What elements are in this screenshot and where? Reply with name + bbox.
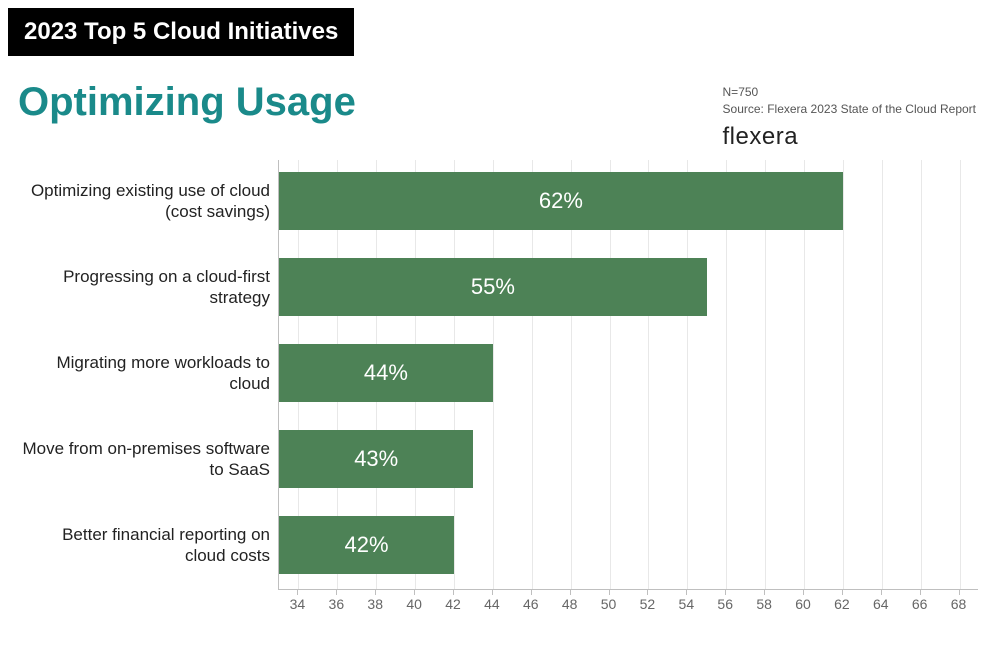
x-tick-label: 46	[523, 596, 539, 612]
bar: 44%	[279, 344, 493, 402]
x-tick-mark	[336, 590, 337, 595]
bar-value-label: 42%	[344, 532, 388, 558]
bar-row: 62%	[279, 172, 978, 230]
x-tick-label: 36	[329, 596, 345, 612]
x-tick-label: 60	[795, 596, 811, 612]
x-tick-label: 42	[445, 596, 461, 612]
bar-row: 42%	[279, 516, 978, 574]
chart-meta: N=750 Source: Flexera 2023 State of the …	[723, 84, 976, 153]
label-row: Migrating more workloads to cloud	[18, 344, 278, 402]
x-tick-mark	[647, 590, 648, 595]
label-row: Progressing on a cloud-first strategy	[18, 258, 278, 316]
x-axis: 34 36 38 40 42 44 46 48 50 52 54 56 58 60 62 64 66 68	[278, 590, 978, 620]
category-label: Better financial reporting on cloud cost…	[20, 524, 270, 567]
x-tick-label: 54	[679, 596, 695, 612]
x-tick-label: 38	[367, 596, 383, 612]
x-tick-label: 56	[717, 596, 733, 612]
page-title: 2023 Top 5 Cloud Initiatives	[24, 18, 338, 45]
x-tick-mark	[686, 590, 687, 595]
x-tick-mark	[375, 590, 376, 595]
bar-value-label: 44%	[364, 360, 408, 386]
label-row: Move from on-premises software to SaaS	[18, 430, 278, 488]
bar-value-label: 62%	[539, 188, 583, 214]
bar: 42%	[279, 516, 454, 574]
category-label: Progressing on a cloud-first strategy	[20, 266, 270, 309]
x-tick-label: 48	[562, 596, 578, 612]
x-tick-label: 52	[640, 596, 656, 612]
x-tick-label: 58	[756, 596, 772, 612]
x-tick-label: 34	[290, 596, 306, 612]
category-label: Migrating more workloads to cloud	[20, 352, 270, 395]
meta-source: Source: Flexera 2023 State of the Cloud …	[723, 101, 976, 118]
x-tick-label: 50	[601, 596, 617, 612]
x-tick-mark	[297, 590, 298, 595]
category-label: Move from on-premises software to SaaS	[20, 438, 270, 481]
category-label: Optimizing existing use of cloud (cost s…	[20, 180, 270, 223]
x-tick-mark	[609, 590, 610, 595]
x-tick-label: 40	[406, 596, 422, 612]
x-tick-label: 66	[912, 596, 928, 612]
x-tick-mark	[414, 590, 415, 595]
chart-plot-area: 62% 55% 44% 43% 42%	[278, 160, 978, 590]
bar-value-label: 43%	[354, 446, 398, 472]
y-axis-labels: Optimizing existing use of cloud (cost s…	[18, 160, 278, 590]
x-tick-mark	[492, 590, 493, 595]
x-tick-label: 62	[834, 596, 850, 612]
label-row: Optimizing existing use of cloud (cost s…	[18, 172, 278, 230]
x-tick-label: 64	[873, 596, 889, 612]
meta-sample-size: N=750	[723, 84, 976, 101]
x-tick-mark	[531, 590, 532, 595]
x-tick-mark	[764, 590, 765, 595]
bar: 62%	[279, 172, 843, 230]
bar-row: 43%	[279, 430, 978, 488]
x-tick-label: 44	[484, 596, 500, 612]
bar: 55%	[279, 258, 707, 316]
label-row: Better financial reporting on cloud cost…	[18, 516, 278, 574]
x-tick-mark	[959, 590, 960, 595]
bar: 43%	[279, 430, 473, 488]
chart-container: Optimizing existing use of cloud (cost s…	[18, 160, 982, 630]
bar-row: 55%	[279, 258, 978, 316]
bar-value-label: 55%	[471, 274, 515, 300]
bar-row: 44%	[279, 344, 978, 402]
x-tick-mark	[725, 590, 726, 595]
x-tick-mark	[920, 590, 921, 595]
x-tick-mark	[803, 590, 804, 595]
flexera-logo: flexera	[723, 120, 976, 154]
x-tick-mark	[570, 590, 571, 595]
x-tick-label: 68	[951, 596, 967, 612]
x-tick-mark	[453, 590, 454, 595]
x-tick-mark	[842, 590, 843, 595]
x-tick-mark	[881, 590, 882, 595]
page-title-bar: 2023 Top 5 Cloud Initiatives	[8, 8, 354, 56]
